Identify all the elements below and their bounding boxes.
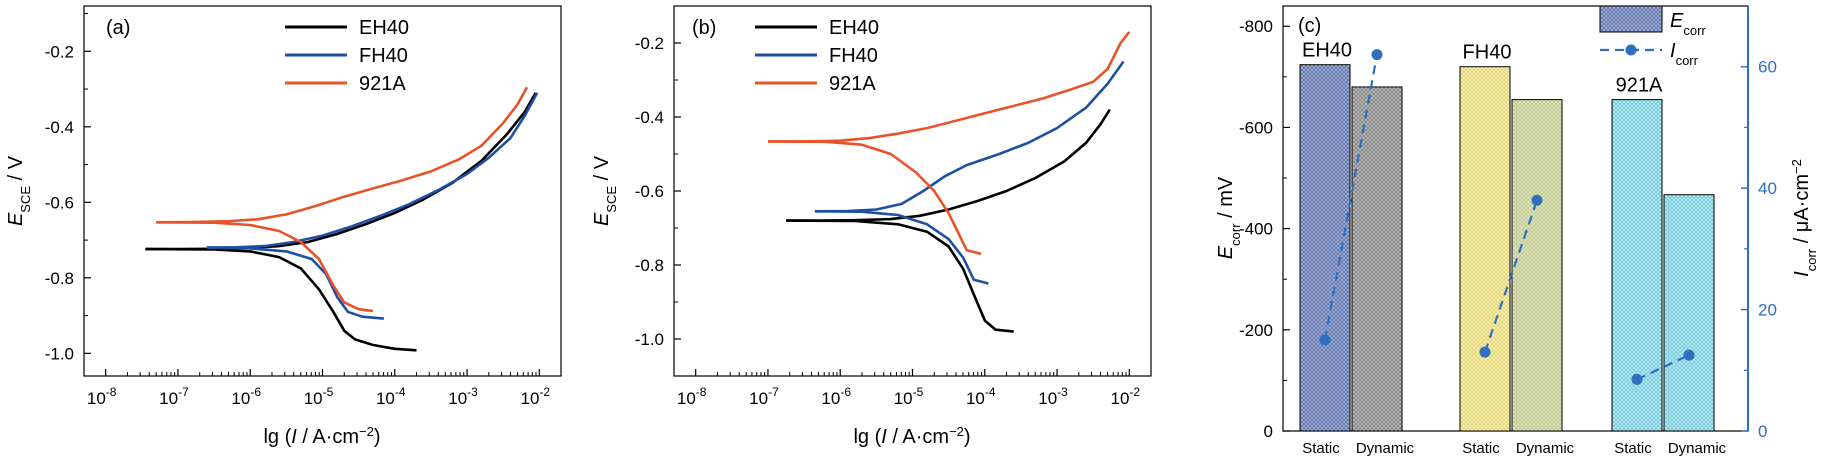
- a-ytick-label: -0.4: [45, 118, 74, 137]
- a-legend-label: 921A: [359, 73, 406, 95]
- panel-b-label: (b): [692, 17, 716, 39]
- b-legend-label: FH40: [829, 45, 878, 67]
- c-legend-label-icorr: Icorr: [1670, 40, 1699, 68]
- c-ytick-left-label: 0: [1264, 422, 1273, 441]
- a-ytick-label: -1.0: [45, 344, 74, 363]
- c-icorr-point: [1319, 334, 1331, 346]
- b-ytick-label: -0.6: [635, 182, 664, 201]
- b-series-921a-cathodic: [767, 140, 982, 256]
- a-ytick-label: -0.8: [45, 269, 74, 288]
- a-ytick-label: -0.2: [45, 42, 74, 61]
- b-xtick-label: 10-8: [677, 385, 707, 408]
- panel-a-frame: [83, 5, 562, 377]
- c-category-label: Static: [1302, 440, 1340, 457]
- c-group-label: 921A: [1616, 75, 1663, 97]
- c-ytick-left-label: -600: [1239, 118, 1273, 137]
- c-icorr-point: [1683, 349, 1695, 361]
- b-series-fh40-cathodic: [814, 210, 989, 285]
- b-series-fh40-anodic: [814, 60, 1125, 213]
- c-category-label: Dynamic: [1668, 440, 1727, 457]
- b-ytick-label: -0.2: [635, 34, 664, 53]
- c-bar-921a-dynamic: [1663, 194, 1715, 432]
- b-ytick-label: -0.8: [635, 256, 664, 275]
- panel-a-label: (a): [106, 17, 130, 39]
- b-series-eh40-anodic: [786, 108, 1111, 222]
- c-bar-921a-static: [1611, 99, 1663, 432]
- c-category-label: Static: [1614, 440, 1652, 457]
- c-icorr-line-921a: [1636, 354, 1690, 381]
- a-series-eh40-anodic: [145, 92, 537, 251]
- panel-b-xlabel: lg (I / A·cm−2): [853, 424, 970, 449]
- a-series-921a-anodic: [156, 86, 529, 224]
- panel-b: (b) 10-8 10-7 10-6 10-5 10-4 10-3 10-2 -1.0 -0.8…: [591, 5, 1152, 449]
- a-xtick-label: 10-4: [376, 385, 406, 408]
- a-series-921a-cathodic: [156, 221, 374, 313]
- c-ytick-left-label: -200: [1239, 321, 1273, 340]
- c-bar-fh40-dynamic: [1511, 99, 1563, 432]
- b-xtick-label: 10-3: [1038, 385, 1068, 408]
- c-group-label: EH40: [1302, 40, 1352, 62]
- a-series-eh40-cathodic: [145, 247, 417, 352]
- b-xtick-label: 10-4: [966, 385, 996, 408]
- c-legend-marker-icorr: [1625, 44, 1637, 56]
- a-xtick-label: 10-5: [304, 385, 334, 408]
- c-legend-swatch-ecorr: [1599, 5, 1663, 33]
- a-ytick-label: -0.6: [45, 193, 74, 212]
- c-bar-eh40-static: [1299, 64, 1351, 432]
- b-series-eh40-cathodic: [785, 219, 1014, 333]
- b-xtick-label: 10-5: [894, 385, 924, 408]
- c-group-label: FH40: [1463, 42, 1512, 64]
- a-legend-label: EH40: [359, 17, 409, 39]
- c-category-label: Static: [1462, 440, 1500, 457]
- c-ytick-right-label: 60: [1758, 58, 1777, 77]
- c-icorr-line-eh40: [1323, 54, 1379, 341]
- a-legend-label: FH40: [359, 45, 408, 67]
- panel-c: (c) Static Dynamic Static Dynamic Static Dyna…: [1215, 5, 1819, 457]
- c-legend-label-ecorr: Ecorr: [1670, 10, 1706, 38]
- c-category-label: Dynamic: [1356, 440, 1415, 457]
- a-xtick-label: 10-3: [448, 385, 478, 408]
- b-ytick-label: -1.0: [635, 330, 664, 349]
- b-xtick-label: 10-6: [821, 385, 851, 408]
- c-icorr-point: [1531, 194, 1543, 206]
- panel-c-label: (c): [1298, 15, 1321, 37]
- panel-b-ylabel: ESCE / V: [591, 155, 619, 226]
- c-icorr-point: [1479, 346, 1491, 358]
- a-xtick-label: 10-8: [87, 385, 117, 408]
- c-ytick-left-label: -400: [1239, 220, 1273, 239]
- panel-a: (a) 10-8 10-7 10-6 10-5 10-4 10-3 10-2 -1.0 -0.8…: [5, 5, 562, 449]
- c-bar-fh40-static: [1459, 66, 1511, 432]
- c-ytick-left-label: -800: [1239, 17, 1273, 36]
- a-xtick-label: 10-7: [159, 385, 189, 408]
- b-ytick-label: -0.4: [635, 108, 664, 127]
- a-xtick-label: 10-6: [231, 385, 261, 408]
- c-icorr-point: [1631, 373, 1643, 385]
- b-series-921a-anodic: [768, 31, 1131, 143]
- c-ytick-right-label: 0: [1758, 422, 1767, 441]
- b-legend-label: 921A: [829, 73, 876, 95]
- c-ytick-right-label: 40: [1758, 179, 1777, 198]
- b-legend-label: EH40: [829, 17, 879, 39]
- b-xtick-label: 10-7: [749, 385, 779, 408]
- c-category-label: Dynamic: [1516, 440, 1575, 457]
- b-xtick-label: 10-2: [1111, 385, 1141, 408]
- panel-a-xlabel: lg (I / A·cm−2): [263, 424, 380, 449]
- c-icorr-point: [1371, 49, 1383, 61]
- c-ytick-right-label: 20: [1758, 301, 1777, 320]
- c-bar-eh40-dynamic: [1351, 86, 1403, 432]
- c-icorr-line-fh40: [1483, 199, 1539, 353]
- panel-b-frame: [673, 5, 1152, 377]
- panel-c-ylabel-right: Icorr / μA·cm−2: [1789, 159, 1819, 277]
- panel-c-ylabel-left: Ecorr / mV: [1215, 176, 1243, 259]
- a-xtick-label: 10-2: [521, 385, 551, 408]
- a-series-fh40-anodic: [206, 92, 539, 249]
- panel-a-ylabel: ESCE / V: [5, 155, 33, 226]
